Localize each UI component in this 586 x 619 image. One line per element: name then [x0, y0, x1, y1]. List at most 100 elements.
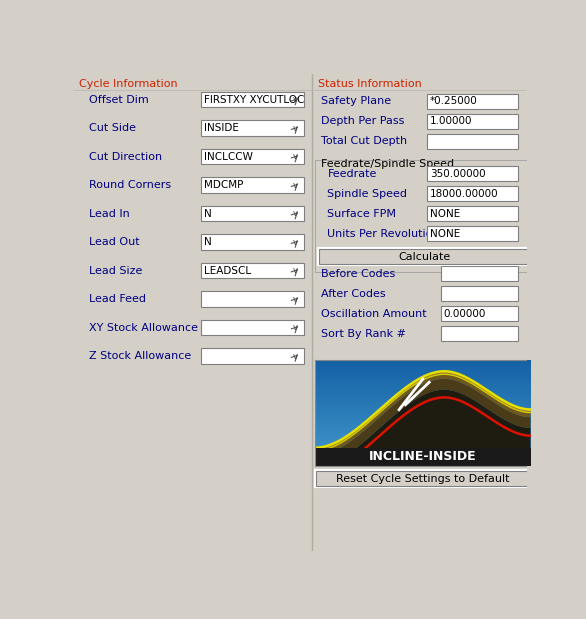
Text: Feedrate/Spindle Speed: Feedrate/Spindle Speed — [321, 159, 454, 170]
FancyBboxPatch shape — [315, 389, 530, 392]
Text: v: v — [292, 181, 298, 189]
Text: Cut Direction: Cut Direction — [88, 152, 162, 162]
Polygon shape — [315, 390, 530, 468]
FancyBboxPatch shape — [315, 386, 530, 390]
FancyBboxPatch shape — [315, 437, 530, 440]
Text: Round Corners: Round Corners — [88, 180, 171, 190]
FancyBboxPatch shape — [427, 226, 518, 241]
FancyBboxPatch shape — [315, 448, 530, 466]
FancyBboxPatch shape — [315, 456, 530, 459]
Text: v: v — [292, 124, 298, 132]
Text: v: v — [292, 295, 298, 304]
FancyBboxPatch shape — [201, 149, 304, 165]
Text: v: v — [292, 323, 298, 332]
FancyBboxPatch shape — [201, 263, 304, 279]
Text: v: v — [292, 209, 298, 218]
FancyBboxPatch shape — [315, 410, 530, 414]
Text: Lead Out: Lead Out — [88, 237, 139, 247]
FancyBboxPatch shape — [315, 413, 530, 417]
Text: Cut Side: Cut Side — [88, 123, 136, 133]
FancyBboxPatch shape — [427, 186, 518, 201]
FancyBboxPatch shape — [318, 248, 530, 265]
FancyBboxPatch shape — [315, 405, 530, 409]
Text: FIRSTXY XYCUTLOC: FIRSTXY XYCUTLOC — [205, 95, 305, 105]
Text: 350.00000: 350.00000 — [430, 168, 485, 179]
Text: Cycle Information: Cycle Information — [80, 79, 178, 89]
FancyBboxPatch shape — [315, 458, 530, 462]
FancyBboxPatch shape — [315, 421, 530, 425]
Text: v: v — [292, 95, 298, 104]
FancyBboxPatch shape — [316, 471, 529, 486]
Text: Lead In: Lead In — [88, 209, 130, 219]
FancyBboxPatch shape — [315, 373, 530, 376]
FancyBboxPatch shape — [441, 266, 518, 282]
FancyBboxPatch shape — [201, 235, 304, 250]
Text: Lead Size: Lead Size — [88, 266, 142, 275]
FancyBboxPatch shape — [201, 206, 304, 222]
FancyBboxPatch shape — [315, 397, 530, 400]
FancyBboxPatch shape — [315, 453, 530, 456]
Text: Safety Plane: Safety Plane — [321, 96, 391, 106]
FancyBboxPatch shape — [315, 392, 530, 396]
Text: INCLINE-INSIDE: INCLINE-INSIDE — [369, 451, 476, 464]
FancyBboxPatch shape — [315, 394, 530, 398]
FancyBboxPatch shape — [315, 416, 530, 419]
Text: Oscillation Amount: Oscillation Amount — [321, 309, 427, 319]
Text: 18000.00000: 18000.00000 — [430, 189, 498, 199]
Text: INCLCCW: INCLCCW — [205, 152, 253, 162]
FancyBboxPatch shape — [441, 286, 518, 301]
Text: After Codes: After Codes — [321, 288, 386, 299]
FancyBboxPatch shape — [201, 92, 304, 107]
FancyBboxPatch shape — [315, 384, 530, 387]
Text: v: v — [292, 152, 298, 161]
FancyBboxPatch shape — [441, 306, 518, 321]
FancyBboxPatch shape — [201, 348, 304, 364]
FancyBboxPatch shape — [315, 448, 530, 451]
Text: Lead Feed: Lead Feed — [88, 294, 146, 304]
Text: LEADSCL: LEADSCL — [205, 266, 251, 275]
FancyBboxPatch shape — [201, 178, 304, 193]
FancyBboxPatch shape — [315, 400, 530, 403]
FancyBboxPatch shape — [427, 113, 518, 129]
FancyBboxPatch shape — [315, 431, 530, 435]
Text: N: N — [205, 209, 212, 219]
FancyBboxPatch shape — [201, 121, 304, 136]
FancyBboxPatch shape — [315, 360, 530, 466]
FancyBboxPatch shape — [315, 470, 530, 487]
Text: MDCMP: MDCMP — [205, 180, 244, 190]
FancyBboxPatch shape — [315, 445, 530, 448]
FancyBboxPatch shape — [315, 376, 530, 379]
Text: Surface FPM: Surface FPM — [328, 209, 397, 219]
FancyBboxPatch shape — [315, 435, 530, 438]
FancyBboxPatch shape — [315, 450, 530, 454]
Polygon shape — [315, 371, 530, 451]
FancyBboxPatch shape — [427, 206, 518, 222]
Polygon shape — [315, 374, 530, 456]
FancyBboxPatch shape — [315, 360, 530, 363]
FancyBboxPatch shape — [201, 320, 304, 335]
Text: Sort By Rank #: Sort By Rank # — [321, 329, 406, 339]
Text: Feedrate: Feedrate — [328, 168, 377, 179]
Text: Total Cut Depth: Total Cut Depth — [321, 136, 407, 146]
Text: Before Codes: Before Codes — [321, 269, 396, 279]
Text: Units Per Revolution: Units Per Revolution — [328, 228, 440, 239]
Text: Spindle Speed: Spindle Speed — [328, 189, 407, 199]
FancyBboxPatch shape — [315, 363, 530, 366]
Text: XY Stock Allowance: XY Stock Allowance — [88, 322, 197, 332]
Text: Z Stock Allowance: Z Stock Allowance — [88, 351, 191, 361]
FancyBboxPatch shape — [427, 134, 518, 149]
FancyBboxPatch shape — [315, 439, 530, 443]
FancyBboxPatch shape — [73, 74, 527, 551]
FancyBboxPatch shape — [427, 93, 518, 109]
FancyBboxPatch shape — [315, 368, 530, 371]
Text: NONE: NONE — [430, 228, 460, 239]
FancyBboxPatch shape — [427, 166, 518, 181]
Text: v: v — [292, 266, 298, 275]
FancyBboxPatch shape — [315, 426, 530, 430]
Text: v: v — [292, 238, 298, 246]
FancyBboxPatch shape — [315, 381, 530, 384]
Text: v: v — [292, 352, 298, 361]
Text: 1.00000: 1.00000 — [430, 116, 472, 126]
FancyBboxPatch shape — [441, 326, 518, 342]
FancyBboxPatch shape — [315, 402, 530, 406]
